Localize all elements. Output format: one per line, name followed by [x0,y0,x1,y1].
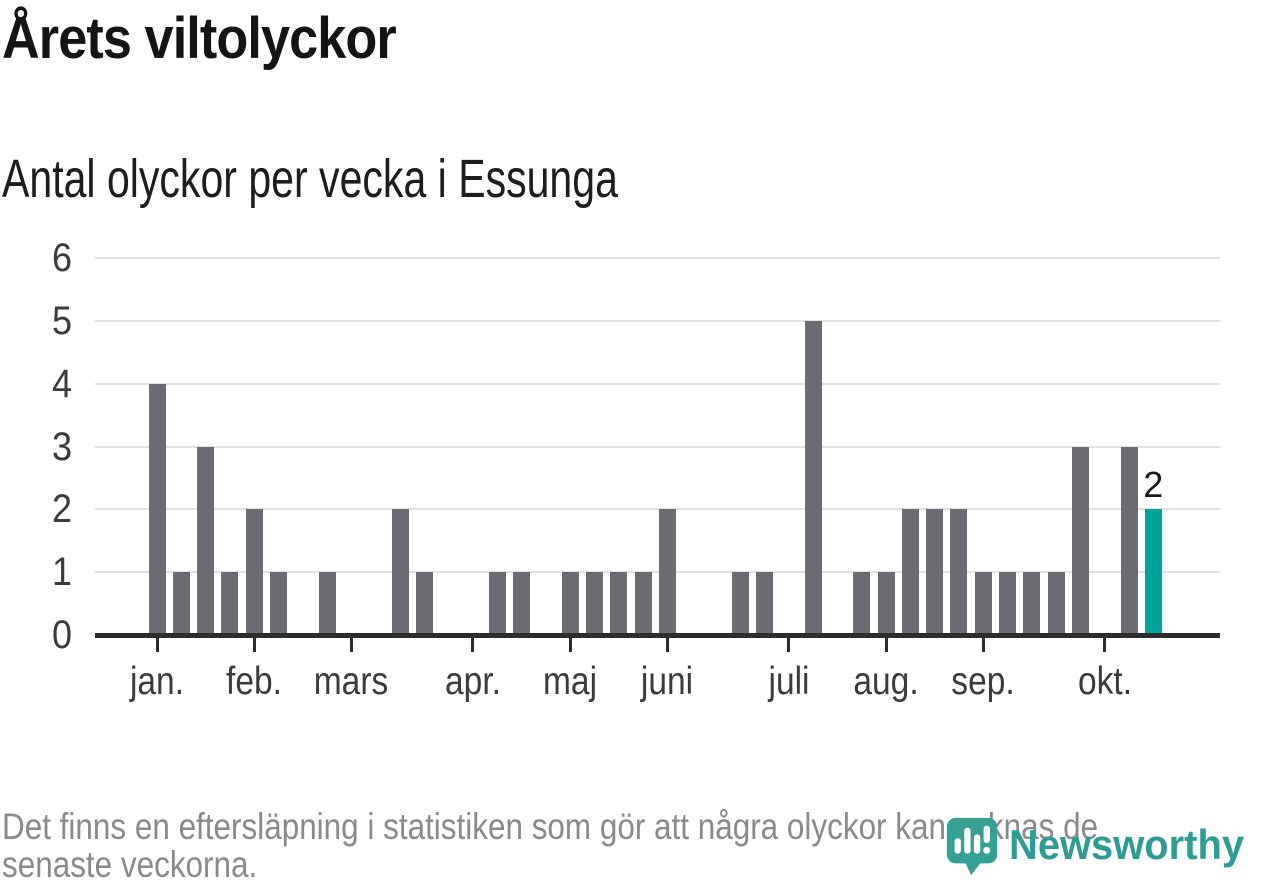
bar-value-annotation: 2 [1143,464,1164,506]
month-label: aug. [853,660,919,703]
bar [756,572,773,635]
bar [853,572,871,635]
y-axis-label: 5 [51,298,72,343]
gridline [95,319,1220,322]
month-label: apr. [444,660,501,703]
month-tick [665,637,669,652]
bar [974,572,992,635]
month-tick [1103,637,1107,652]
y-axis-label: 0 [51,613,72,657]
bar [585,572,603,635]
bar [270,572,287,635]
gridline [95,257,1220,259]
bar [172,572,190,635]
y-axis-label: 1 [51,550,72,595]
bar [561,572,579,635]
footnote-line-1: Det finns en eftersläpning i statistiken… [2,806,1099,847]
month-tick [787,637,791,652]
month-label: sep. [951,660,1015,703]
bar [513,572,530,635]
footnote: Det finns en eftersläpning i statistiken… [2,808,1262,884]
bar [488,572,506,635]
y-axis-label: 4 [51,361,72,406]
y-axis-label: 6 [51,236,72,280]
bar [1023,572,1041,635]
bar [221,572,239,635]
chart-title: Årets viltolyckor [2,6,397,71]
gridline [95,445,1220,448]
bar [658,509,676,635]
bar [1071,446,1089,635]
bar [415,572,433,635]
x-axis-line [95,633,1220,638]
bar [950,509,968,635]
y-axis-label: 3 [51,424,72,469]
month-label: jan. [129,660,185,703]
newsworthy-bubble-chart-icon [946,817,997,875]
newsworthy-logo-text: Newsworthy [1008,821,1244,868]
month-label: mars [314,660,389,703]
month-tick [568,637,572,652]
bar [1120,446,1138,635]
bar [877,572,895,635]
month-label: maj [543,660,598,703]
month-tick [155,637,159,652]
bar [926,509,944,635]
bar [731,572,749,635]
month-tick [349,637,353,652]
month-tick [884,637,888,652]
bar [148,383,166,635]
bar [634,572,652,635]
bar [391,509,409,635]
bar [1047,572,1065,635]
bar [901,509,919,635]
month-label: feb. [226,660,283,703]
month-tick [471,637,475,652]
gridline [95,571,1220,574]
month-tick [252,637,256,652]
chart-subtitle: Antal olyckor per vecka i Essunga [2,149,618,209]
month-tick [981,637,985,652]
footnote-line-2: senaste veckorna. [2,844,258,885]
bar [610,572,628,635]
bar [318,572,336,635]
bar [245,509,263,635]
month-label: juli [768,660,810,703]
newsworthy-logo: Newsworthy [945,815,1256,875]
highlighted-bar [1144,509,1162,635]
month-label: juni [641,660,694,703]
y-axis-label: 2 [51,487,72,532]
gridline [95,382,1220,385]
month-label: okt. [1077,660,1132,703]
bar [999,572,1016,635]
gridline [95,508,1220,511]
bar [804,320,822,635]
bar [197,446,215,635]
